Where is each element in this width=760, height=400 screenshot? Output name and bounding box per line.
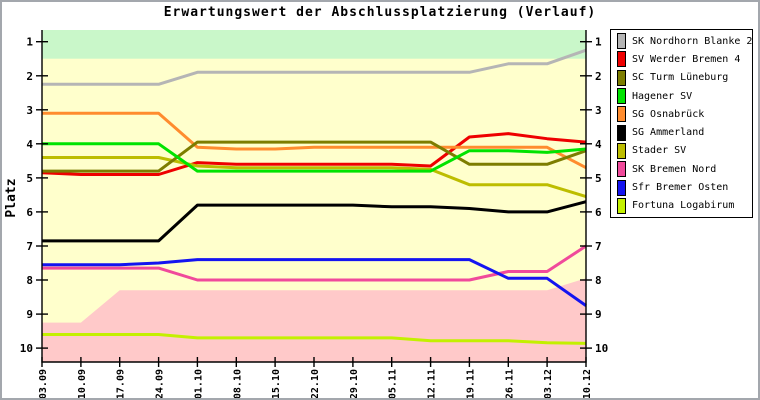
- legend-item: SK Nordhorn Blanke 2: [611, 33, 752, 50]
- series-line: [42, 111, 587, 170]
- y-tick-label-left: 5: [26, 172, 33, 185]
- legend-swatch: [617, 142, 626, 159]
- x-tick-label: 01.10: [193, 369, 204, 399]
- y-tick-label-right: 10: [595, 342, 608, 355]
- legend-label: Fortuna Logabirum: [632, 200, 735, 212]
- legend: SK Nordhorn Blanke 2 SV Werder Bremen 4 SC…: [610, 29, 753, 218]
- series-line: [42, 200, 587, 243]
- legend-swatch: [617, 124, 626, 141]
- y-tick-label-right: 4: [595, 138, 602, 151]
- y-tick-label-left: 10: [20, 342, 33, 355]
- legend-item: SC Turm Lüneburg: [611, 69, 752, 86]
- series-line: [42, 156, 587, 199]
- zone-top: [42, 30, 586, 59]
- zone-bottom: [42, 278, 586, 362]
- y-tick-label-left: 9: [26, 308, 33, 321]
- legend-swatch: [617, 33, 626, 50]
- x-tick-label: 15.10: [271, 369, 282, 399]
- legend-label: SG Ammerland: [632, 127, 705, 139]
- x-tick-label: 29.10: [349, 369, 360, 399]
- y-tick-label-right: 3: [595, 104, 602, 117]
- legend-label: Hagener SV: [632, 90, 693, 102]
- series-line: [42, 244, 587, 282]
- y-tick-label-right: 2: [595, 70, 602, 83]
- x-tick-label: 10.09: [77, 369, 88, 399]
- y-axis-label: Platz: [4, 178, 19, 217]
- y-tick-label-left: 4: [26, 138, 33, 151]
- y-tick-label-left: 3: [26, 104, 33, 117]
- legend-label: SC Turm Lüneburg: [632, 72, 729, 84]
- series-line: [42, 333, 587, 345]
- x-tick-label: 12.11: [427, 369, 438, 399]
- x-tick-label: 03.12: [543, 369, 554, 399]
- series-line: [42, 258, 587, 307]
- legend-swatch: [617, 51, 626, 68]
- x-tick-label: 10.12: [582, 369, 593, 399]
- series-line: [42, 48, 587, 86]
- legend-item: Sfr Bremer Osten: [611, 179, 752, 196]
- legend-label: SK Nordhorn Blanke 2: [632, 35, 753, 47]
- x-tick-label: 26.11: [504, 369, 515, 399]
- legend-swatch: [617, 179, 626, 196]
- y-tick-label-left: 8: [26, 274, 33, 287]
- y-tick-label-left: 1: [26, 36, 33, 49]
- series-line: [42, 142, 587, 173]
- x-tick-label: 24.09: [155, 369, 166, 399]
- legend-item: Hagener SV: [611, 88, 752, 105]
- x-tick-label: 05.11: [388, 369, 399, 399]
- y-tick-label-right: 8: [595, 274, 602, 287]
- y-tick-label-right: 6: [595, 206, 602, 219]
- legend-item: SV Werder Bremen 4: [611, 51, 752, 68]
- x-tick-label: 03.09: [38, 369, 49, 399]
- legend-swatch: [617, 69, 626, 86]
- legend-label: SK Bremen Nord: [632, 163, 717, 175]
- legend-swatch: [617, 197, 626, 214]
- legend-item: SG Ammerland: [611, 124, 752, 141]
- series-line: [42, 140, 587, 173]
- x-tick-label: 19.11: [465, 369, 476, 399]
- series-line: [41, 132, 587, 176]
- x-tick-label: 08.10: [232, 369, 243, 399]
- x-tick-label: 22.10: [310, 369, 321, 399]
- y-tick-label-left: 6: [26, 206, 33, 219]
- legend-swatch: [617, 161, 626, 178]
- legend-swatch: [617, 88, 626, 105]
- legend-item: SK Bremen Nord: [611, 161, 752, 178]
- legend-label: Stader SV: [632, 145, 687, 157]
- y-tick-label-right: 9: [595, 308, 602, 321]
- legend-swatch: [617, 106, 626, 123]
- y-tick-label-left: 2: [26, 70, 33, 83]
- y-tick-label-left: 7: [26, 240, 33, 253]
- legend-label: Sfr Bremer Osten: [632, 182, 729, 194]
- legend-label: SV Werder Bremen 4: [632, 53, 741, 65]
- legend-item: SG Osnabrück: [611, 106, 752, 123]
- x-tick-label: 17.09: [116, 369, 127, 399]
- y-tick-label-right: 7: [595, 240, 602, 253]
- legend-item: Fortuna Logabirum: [611, 197, 752, 214]
- page-title: Erwartungswert der Abschlussplatzierung …: [163, 5, 597, 20]
- y-tick-label-right: 5: [595, 172, 602, 185]
- y-tick-label-right: 1: [595, 36, 602, 49]
- legend-label: SG Osnabrück: [632, 108, 705, 120]
- legend-item: Stader SV: [611, 142, 752, 159]
